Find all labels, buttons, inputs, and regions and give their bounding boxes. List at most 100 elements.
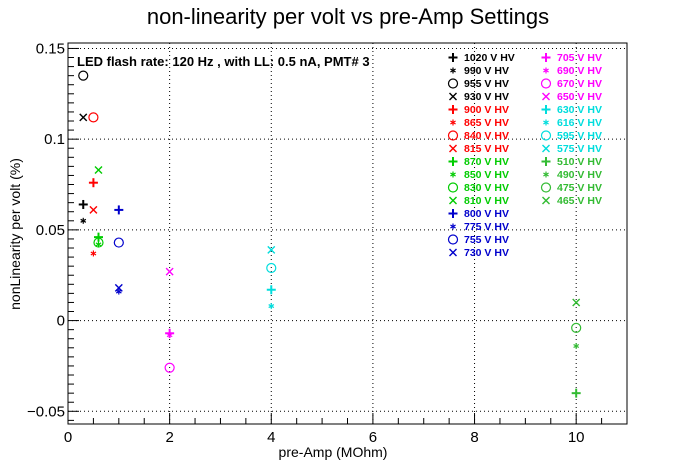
legend-marker	[543, 171, 549, 178]
legend-label: 815 V HV	[464, 143, 509, 155]
legend-label: 990 V HV	[464, 65, 509, 77]
data-point	[571, 388, 581, 398]
legend-label: 850 V HV	[464, 169, 509, 181]
data-point	[95, 241, 102, 248]
legend-label: 575 V HV	[557, 143, 602, 155]
data-point	[90, 250, 97, 257]
data-point	[267, 245, 276, 254]
legend-label: 730 V HV	[464, 247, 509, 259]
legend-label: 595 V HV	[557, 130, 602, 142]
legend-label: 490 V HV	[557, 169, 602, 181]
x-tick-label: 10	[568, 429, 585, 446]
legend-label: 870 V HV	[464, 156, 509, 168]
y-tick-label: −0.05	[27, 403, 65, 420]
y-tick-label: 0.05	[36, 222, 65, 239]
x-tick-label: 4	[267, 429, 275, 446]
data-point	[78, 199, 88, 209]
legend-marker	[450, 223, 456, 230]
legend-marker	[541, 105, 551, 114]
legend-marker	[449, 92, 457, 101]
data-point	[93, 237, 104, 248]
legend-label: 616 V HV	[557, 117, 602, 129]
legend-marker	[450, 119, 456, 126]
legend-label: 465 V HV	[557, 195, 602, 207]
chart-annotation: LED flash rate: 120 Hz , with LL: 0.5 nA…	[77, 54, 370, 69]
y-axis-label: nonLinearity per volt (%)	[7, 158, 23, 310]
legend-label: 830 V HV	[464, 182, 509, 194]
legend-label: 510 V HV	[557, 156, 602, 168]
legend-marker	[447, 130, 459, 141]
legend-marker	[542, 92, 550, 101]
data-point	[89, 205, 98, 214]
legend-label: 840 V HV	[464, 130, 509, 142]
data-point	[79, 113, 88, 122]
data-point	[114, 283, 123, 292]
legend-marker	[448, 209, 458, 218]
data-point	[113, 237, 124, 248]
data-point	[88, 112, 99, 123]
legend-marker	[450, 67, 456, 74]
legend-marker	[543, 119, 549, 126]
legend-label: 690 V HV	[557, 65, 602, 77]
legend-marker	[541, 53, 551, 62]
legend-label: 670 V HV	[557, 78, 602, 90]
data-point	[88, 178, 98, 188]
legend-label: 800 V HV	[464, 208, 509, 220]
data-point	[93, 232, 103, 242]
data-point	[80, 217, 87, 224]
y-tick-label: 0.15	[36, 40, 65, 57]
legend-label: 755 V HV	[464, 234, 509, 246]
legend-label: 955 V HV	[464, 78, 509, 90]
legend-label: 1020 V HV	[464, 52, 515, 64]
legend-marker	[449, 196, 457, 205]
legend-label: 810 V HV	[464, 195, 509, 207]
x-tick-label: 0	[64, 429, 72, 446]
legend-marker	[447, 182, 459, 193]
axis-ticks: 0 2 4 6 8 10 −0.05 0 0.05 0.1 0.15	[27, 40, 628, 446]
data-point	[266, 285, 276, 295]
legend-marker	[542, 196, 550, 205]
data-point	[572, 298, 581, 307]
legend-label: 650 V HV	[557, 91, 602, 103]
legend-marker	[543, 67, 549, 74]
legend-marker	[448, 157, 458, 166]
legend-label: 630 V HV	[557, 104, 602, 116]
data-point	[166, 332, 173, 339]
legend-label: 705 V HV	[557, 52, 602, 64]
legend-label: 775 V HV	[464, 221, 509, 233]
data-point	[573, 342, 580, 349]
legend-marker	[447, 78, 459, 89]
x-tick-label: 8	[470, 429, 478, 446]
data-point	[268, 303, 275, 310]
y-tick-label: 0.1	[44, 131, 65, 148]
data-point	[94, 166, 103, 174]
data-point	[165, 267, 174, 276]
data-points	[78, 70, 582, 398]
legend-marker	[540, 182, 552, 193]
legend-marker	[540, 78, 552, 89]
legend-label: 900 V HV	[464, 104, 509, 116]
x-tick-label: 2	[165, 429, 173, 446]
legend-marker	[540, 130, 552, 141]
legend-marker	[541, 157, 551, 166]
data-point	[571, 322, 582, 333]
legend-marker	[449, 144, 457, 153]
data-point	[164, 362, 175, 373]
legend-marker	[450, 171, 456, 178]
legend-marker	[449, 248, 457, 257]
legend-label: 865 V HV	[464, 117, 509, 129]
data-point	[266, 262, 277, 274]
legend-marker	[542, 144, 550, 153]
legend-marker	[447, 234, 459, 245]
data-point	[78, 70, 89, 81]
legend-marker	[448, 105, 458, 114]
legend-label: 475 V HV	[557, 182, 602, 194]
chart-title: non-linearity per volt vs pre-Amp Settin…	[147, 4, 549, 29]
x-tick-label: 6	[369, 429, 377, 446]
legend-label: 930 V HV	[464, 91, 509, 103]
y-tick-label: 0	[57, 313, 65, 330]
data-point	[114, 205, 124, 215]
x-axis-label: pre-Amp (MOhm)	[279, 444, 388, 460]
